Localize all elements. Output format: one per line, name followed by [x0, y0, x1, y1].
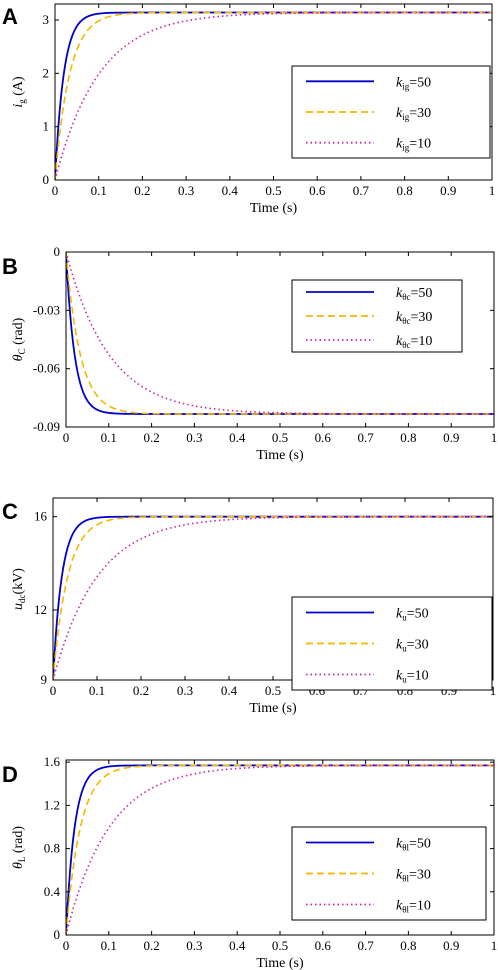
y-axis-label: udc(kV) — [11, 568, 27, 610]
legend-label-2: kθl=30 — [396, 868, 431, 884]
chart-panel-c: C00.10.20.30.40.50.60.70.80.9191216Time … — [2, 497, 497, 716]
x-tick-label: 0.1 — [101, 938, 117, 953]
y-tick-label: 1.2 — [44, 797, 60, 812]
legend-label-1: kig=50 — [396, 75, 431, 91]
x-tick-label: 0.7 — [353, 183, 370, 198]
x-tick-label: 0.9 — [443, 430, 459, 445]
chart-panel-b: B 0 0.1 0.2 0.3 0.4 0.5 0.6 0.7 0.8 0.9 1 0 -0.03 -0.0… — [2, 244, 497, 463]
y-tick-label: 0.4 — [44, 884, 61, 899]
x-tick-label: 0.3 — [178, 183, 194, 198]
x-tick-label: 0 — [63, 938, 70, 953]
x-tick-label: 0.6 — [309, 183, 326, 198]
x-tick-label: 0.2 — [143, 938, 159, 953]
x-axis-label: Time (s) — [256, 448, 304, 463]
x-tick-label: 0.7 — [357, 430, 374, 445]
legend-label-2: ku=30 — [396, 638, 429, 654]
panel-letter: A — [2, 4, 18, 29]
x-tick-label: 1 — [490, 683, 497, 698]
x-tick-label: 0.7 — [357, 938, 374, 953]
y-tick-label: -0.09 — [33, 419, 60, 434]
legend-label-1: ku=50 — [396, 607, 429, 623]
y-tick-label: -0.03 — [33, 302, 60, 317]
x-tick-label: 0.4 — [222, 183, 239, 198]
panel-letter: C — [2, 499, 18, 524]
legend-label-3: kθl=10 — [396, 899, 431, 915]
x-tick-label: 0.4 — [229, 430, 246, 445]
x-tick-label: 1 — [489, 183, 496, 198]
legend-label-1: kθc=50 — [396, 286, 432, 302]
series-line-2 — [66, 252, 494, 415]
y-axis-label: ig (A) — [11, 76, 27, 108]
x-axis-label: Time (s) — [249, 701, 297, 716]
series-line-3 — [53, 515, 493, 680]
y-tick-label: 0 — [54, 244, 61, 259]
y-tick-label: 0 — [43, 172, 50, 187]
x-tick-label: 0 — [63, 430, 70, 445]
y-tick-label: 2 — [43, 65, 50, 80]
x-tick-label: 0.8 — [400, 938, 416, 953]
y-tick-label: 0.8 — [44, 841, 60, 856]
x-tick-label: 1 — [491, 430, 498, 445]
x-tick-label: 1 — [491, 938, 498, 953]
x-tick-label: 0.3 — [177, 683, 193, 698]
legend-label-2: kθc=30 — [396, 310, 432, 326]
x-tick-label: 0.2 — [143, 430, 159, 445]
x-tick-label: 0.6 — [315, 430, 332, 445]
x-tick-label: 0.2 — [134, 183, 150, 198]
x-tick-label: 0.8 — [396, 183, 412, 198]
legend-label-3: kθc=10 — [396, 334, 432, 350]
panel-letter: D — [2, 762, 18, 787]
series-line-2 — [53, 515, 493, 680]
chart-panel-a: A 0 0.1 0.2 0.3 0.4 0.5 0.6 0.7 0.8 0.9 1 0 1 2 3 Time (… — [2, 3, 496, 216]
y-tick-label: 3 — [43, 12, 50, 27]
x-tick-label: 0.9 — [440, 183, 456, 198]
series-line-2 — [55, 11, 492, 180]
x-tick-label: 0.8 — [400, 430, 416, 445]
x-tick-label: 0.6 — [315, 938, 332, 953]
legend-label-1: kθl=50 — [396, 837, 431, 853]
y-tick-label: -0.06 — [33, 361, 61, 376]
chart-panel-d: D 0 0.1 0.2 0.3 0.4 0.5 0.6 0.7 0.8 0.9 1 0 0.4 0.8 1.2… — [2, 754, 497, 970]
x-tick-label: 0.1 — [91, 183, 107, 198]
series-line-3 — [66, 764, 494, 935]
x-tick-label: 0.2 — [133, 683, 149, 698]
x-tick-label: 0 — [52, 183, 59, 198]
x-axis-label: Time (s) — [256, 956, 304, 970]
x-tick-label: 0.5 — [265, 183, 281, 198]
y-axis-label: θC (rad) — [11, 317, 27, 361]
legend-label-3: kig=10 — [396, 137, 431, 153]
y-tick-label: 0 — [54, 927, 61, 942]
x-tick-label: 0.3 — [186, 430, 202, 445]
x-tick-label: 0.1 — [101, 430, 117, 445]
x-tick-label: 0 — [50, 683, 57, 698]
panel-letter: B — [2, 254, 18, 279]
y-tick-label: 16 — [34, 509, 48, 524]
legend-label-2: kig=30 — [396, 106, 431, 122]
x-tick-label: 0.5 — [272, 430, 288, 445]
y-tick-label: 1 — [43, 119, 50, 134]
x-axis-label: Time (s) — [250, 201, 298, 216]
x-tick-label: 0.9 — [443, 938, 459, 953]
x-tick-label: 0.5 — [272, 938, 288, 953]
y-axis-label: θL (rad) — [11, 826, 27, 869]
x-tick-label: 0.3 — [186, 938, 202, 953]
x-tick-label: 0.5 — [265, 683, 281, 698]
legend-label-3: ku=10 — [396, 669, 429, 685]
x-tick-label: 0.4 — [229, 938, 246, 953]
series-line-2 — [66, 764, 494, 935]
x-tick-label: 0.1 — [89, 683, 105, 698]
x-tick-label: 0.4 — [221, 683, 238, 698]
y-tick-label: 12 — [34, 602, 47, 617]
y-tick-label: 1.6 — [44, 754, 61, 769]
y-tick-label: 9 — [41, 672, 48, 687]
